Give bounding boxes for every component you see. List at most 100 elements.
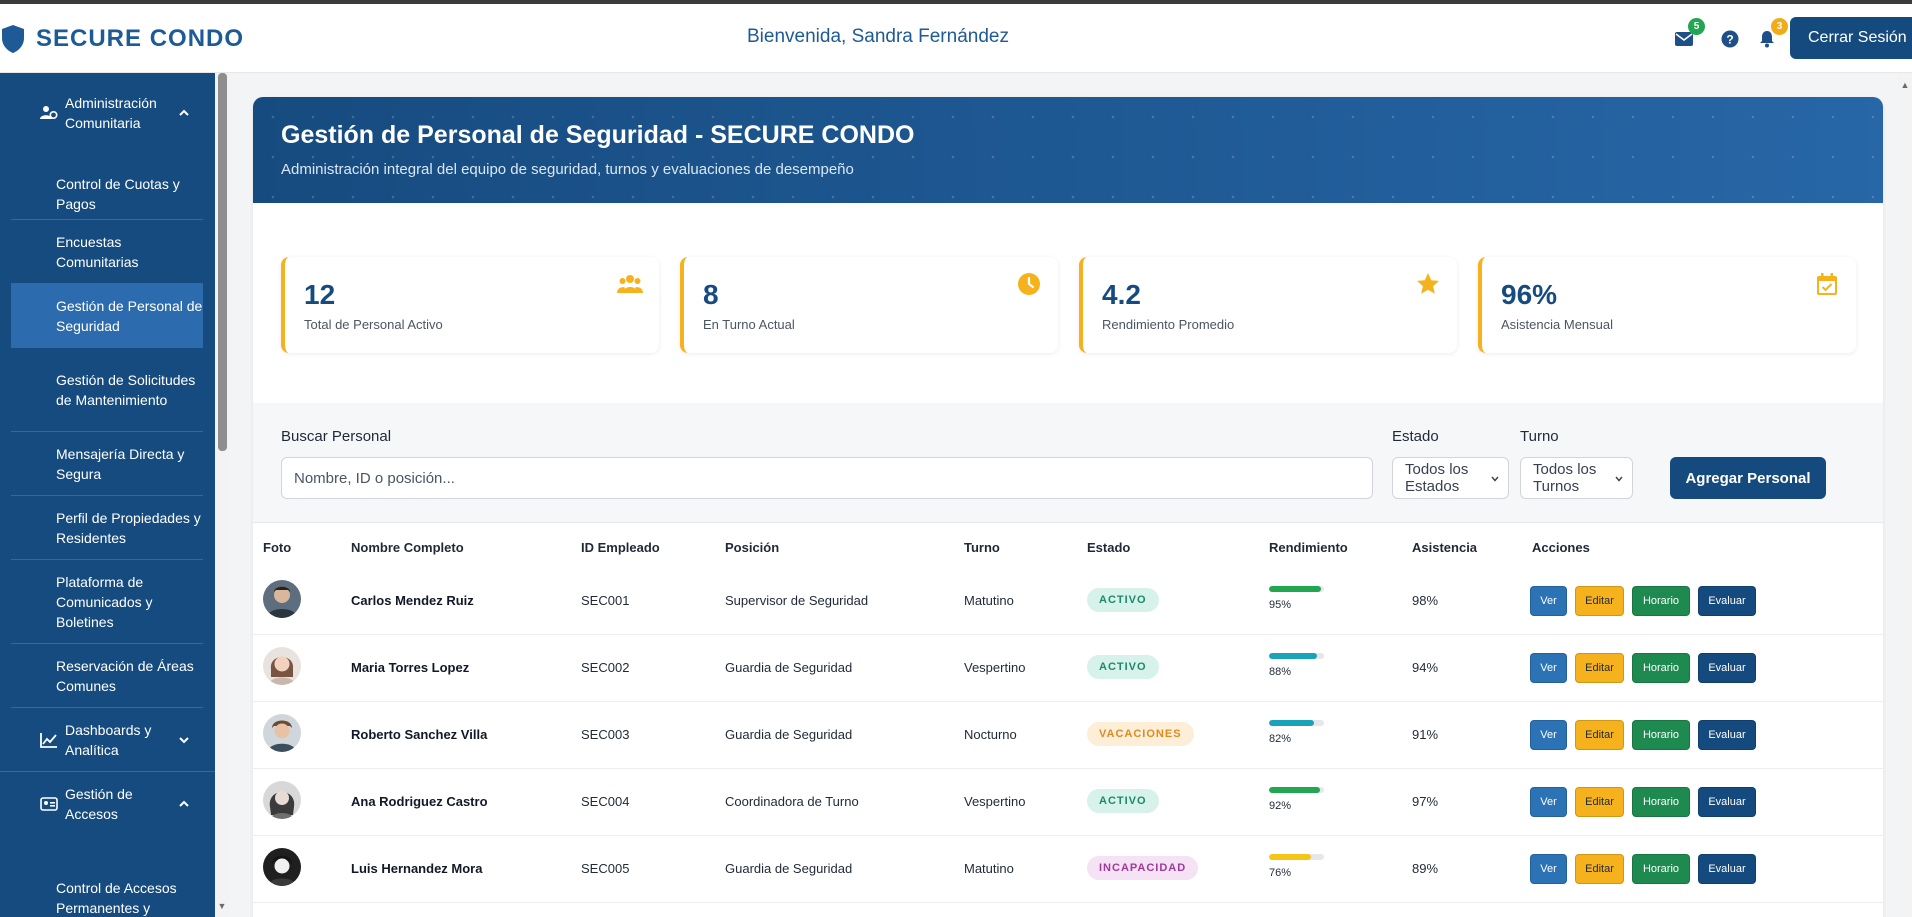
sidebar-scroll-down-arrow[interactable]: ▼ [217,901,227,911]
evaluate-button[interactable]: Evaluar [1698,787,1756,817]
sidebar-item-areas-comunes[interactable]: Reservación de Áreas Comunes [11,644,203,708]
employee-name: Maria Torres Lopez [351,660,470,675]
schedule-button[interactable]: Horario [1632,787,1690,817]
sidebar-item-label: Perfil de Propiedades y Residentes [56,509,201,546]
sidebar-group-admin-comunitaria[interactable]: Administración Comunitaria [0,87,215,139]
column-header-asistencia: Asistencia [1412,540,1478,555]
avatar [263,580,301,618]
column-header-id: ID Empleado [581,540,660,555]
edit-button[interactable]: Editar [1575,720,1624,750]
users-icon [617,275,643,293]
star-icon [1417,273,1439,294]
view-button[interactable]: Ver [1530,787,1567,817]
edit-button[interactable]: Editar [1575,787,1624,817]
search-input[interactable] [281,457,1373,499]
performance-bar [1269,787,1324,793]
employee-shift: Vespertino [964,660,1026,675]
employee-name: Carlos Mendez Ruiz [351,593,474,608]
sidebar-scrollbar-thumb[interactable] [218,73,227,451]
stat-label: En Turno Actual [703,317,795,332]
add-personal-button[interactable]: Agregar Personal [1670,457,1826,499]
sidebar-item-propiedades[interactable]: Perfil de Propiedades y Residentes [11,496,203,560]
avatar [263,647,301,685]
estado-select[interactable]: Todos los Estados [1392,457,1509,499]
evaluate-button[interactable]: Evaluar [1698,854,1756,884]
status-badge: ACTIVO [1087,655,1159,679]
chevron-down-icon [179,737,189,744]
edit-button[interactable]: Editar [1575,854,1624,884]
employee-shift: Nocturno [964,727,1017,742]
table-row: Roberto Sanchez Villa SEC003 Guardia de … [253,702,1883,769]
edit-button[interactable]: Editar [1575,653,1624,683]
attendance-value: 94% [1412,660,1439,675]
schedule-button[interactable]: Horario [1632,653,1690,683]
performance-bar-fill [1269,653,1318,659]
help-button[interactable]: ? [1719,28,1741,50]
employee-position: Guardia de Seguridad [725,861,853,876]
page-title: Gestión de Personal de Seguridad - SECUR… [281,121,915,149]
sidebar-item-mensajeria[interactable]: Mensajería Directa y Segura [11,432,203,496]
main-content: Gestión de Personal de Seguridad - SECUR… [229,73,1898,917]
employee-name: Roberto Sanchez Villa [351,727,488,742]
sidebar-item-encuestas[interactable]: Encuestas Comunitarias [11,220,203,284]
evaluate-button[interactable]: Evaluar [1698,586,1756,616]
view-button[interactable]: Ver [1530,854,1567,884]
column-header-estado: Estado [1087,540,1131,555]
messages-button[interactable]: 5 [1673,18,1705,50]
employee-shift: Vespertino [964,794,1026,809]
page-subtitle: Administración integral del equipo de se… [281,161,854,178]
view-button[interactable]: Ver [1530,586,1567,616]
sidebar-item-mantenimiento[interactable]: Gestión de Solicitudes de Mantenimiento [11,348,203,432]
chevron-down-icon [1491,476,1499,482]
performance-bar [1269,854,1324,860]
evaluate-button[interactable]: Evaluar [1698,653,1756,683]
stat-label: Asistencia Mensual [1501,317,1613,332]
edit-button[interactable]: Editar [1575,586,1624,616]
table-row: Luis Hernandez Mora SEC005 Guardia de Se… [253,836,1883,903]
window-frame [0,0,1912,4]
evaluate-button[interactable]: Evaluar [1698,720,1756,750]
chevron-up-icon [179,800,189,807]
schedule-button[interactable]: Horario [1632,854,1690,884]
performance-value: 76% [1269,867,1292,879]
schedule-button[interactable]: Horario [1632,586,1690,616]
stat-label: Rendimiento Promedio [1102,317,1235,332]
status-badge: ACTIVO [1087,789,1159,813]
banner-pattern [253,97,1883,203]
column-header-rendimiento: Rendimiento [1269,540,1348,555]
question-circle-icon: ? [1721,30,1739,48]
brand-logo[interactable]: SECURE CONDO [0,22,244,56]
schedule-button[interactable]: Horario [1632,720,1690,750]
employee-shift: Matutino [964,861,1014,876]
estado-label: Estado [1392,428,1439,445]
stat-value: 12 [304,279,336,310]
notifications-button[interactable]: 3 [1756,18,1788,50]
turno-select-value: Todos los Turnos [1533,461,1597,495]
page-banner: Gestión de Personal de Seguridad - SECUR… [253,97,1883,203]
shield-icon [2,25,24,53]
sidebar-item-personal-seguridad[interactable]: Gestión de Personal de Seguridad [11,284,203,348]
sidebar-item-label: Plataforma de Comunicados y Boletines [56,573,153,630]
view-button[interactable]: Ver [1530,653,1567,683]
employee-position: Supervisor de Seguridad [725,593,869,608]
turno-select[interactable]: Todos los Turnos [1520,457,1633,499]
sidebar-item-cuotas-pagos[interactable]: Control de Cuotas y Pagos [11,168,203,220]
turno-label: Turno [1520,428,1559,445]
svg-text:?: ? [1726,33,1733,47]
table-row: Maria Torres Lopez SEC002 Guardia de Seg… [253,635,1883,702]
id-card-icon [40,797,58,811]
column-header-turno: Turno [964,540,1000,555]
view-button[interactable]: Ver [1530,720,1567,750]
sidebar-item-comunicados[interactable]: Plataforma de Comunicados y Boletines [11,560,203,644]
stat-label: Total de Personal Activo [304,317,443,332]
employee-name: Luis Hernandez Mora [351,861,483,876]
logout-button[interactable]: Cerrar Sesión [1790,17,1912,59]
main-scrollbar[interactable] [1898,73,1912,917]
brand-name: SECURE CONDO [36,25,245,52]
sidebar-item-accesos-permanentes[interactable]: Control de Accesos Permanentes y [11,868,203,917]
employee-id: SEC005 [581,861,630,876]
sidebar-group-accesos[interactable]: Gestión de Accesos [0,772,215,836]
sidebar-group-dashboards[interactable]: Dashboards y Analítica [0,708,215,772]
main-scroll-up-arrow[interactable]: ▲ [1900,80,1910,90]
bell-icon [1760,31,1774,48]
